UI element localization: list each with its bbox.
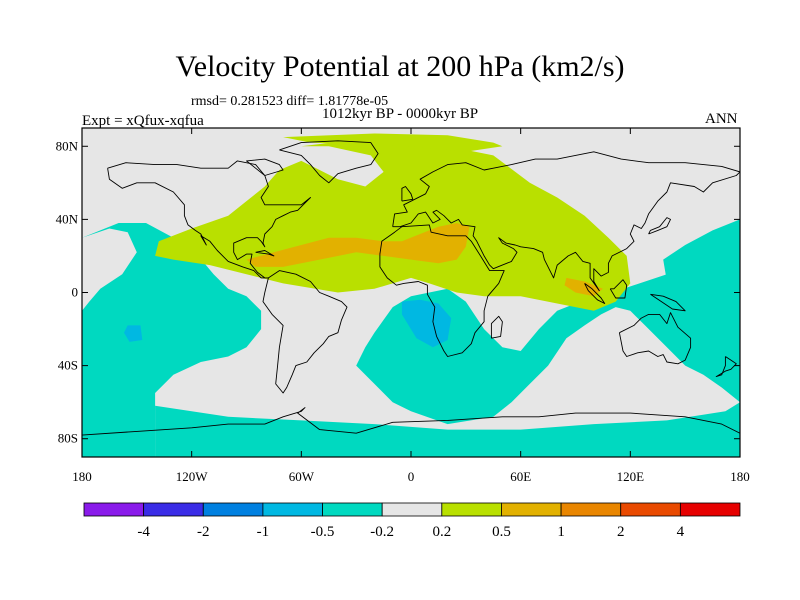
contour-region-blue-pacific-spot — [124, 325, 143, 342]
colorbar-box — [143, 502, 204, 517]
axis-ticks: 80N 40N 0 40S 80S 180 120W 60W 0 60E 120E 180 — [56, 128, 750, 484]
colorbar-label: 1 — [557, 524, 565, 540]
coastline-eurasia — [392, 151, 740, 292]
colorbar-box — [560, 502, 622, 517]
colorbar-label: -1 — [257, 524, 270, 540]
colorbar-box — [83, 502, 145, 517]
colorbar-box — [262, 502, 323, 517]
coastline-layer — [82, 140, 740, 436]
colorbar-label: -2 — [197, 524, 210, 540]
colorbar-label: 2 — [617, 524, 625, 540]
coastline-south-america — [262, 270, 348, 394]
lon-tick-label: 0 — [408, 469, 415, 484]
colorbar: -4 -2 -1 -0.5 -0.2 0.2 0.5 1 2 4 — [83, 502, 741, 540]
contour-fill-layer — [82, 133, 740, 457]
contour-region-teal-pacific-south — [82, 223, 262, 457]
colorbar-label: 4 — [677, 524, 685, 540]
coastline-cuba — [255, 250, 275, 257]
contour-region-orange-maritime — [564, 277, 603, 297]
experiment-label: Expt = xQfux-xqfua — [82, 113, 204, 129]
coastline-baffin-island — [246, 158, 284, 176]
coastline-sumatra — [584, 283, 606, 304]
coastline-madagascar — [490, 315, 503, 339]
coastline-greenland — [279, 140, 379, 184]
contour-region-blue-south-africa — [401, 299, 452, 348]
colorbar-box — [322, 502, 383, 517]
colorbar-box — [501, 502, 562, 517]
coastline-north-america — [107, 160, 311, 279]
lon-tick-label: 120E — [617, 469, 645, 484]
colorbar-label: -0.5 — [311, 524, 335, 540]
period-label: 1012kyr BP - 0000kyr BP — [321, 106, 479, 122]
lon-tick-label: 120W — [176, 469, 209, 484]
colorbar-box — [679, 502, 741, 517]
coastline-africa — [379, 224, 505, 357]
lon-tick-label: 180 — [730, 469, 750, 484]
contour-region-orange-atlantic-band — [246, 223, 470, 267]
contour-region-lime-north-cap — [283, 133, 503, 152]
coastline-new-zealand — [715, 356, 737, 378]
coastline-borneo — [609, 279, 628, 299]
lon-tick-label: 60E — [510, 469, 531, 484]
coastline-australia — [618, 312, 692, 365]
colorbar-box — [441, 502, 502, 517]
lat-tick-label: 80S — [58, 431, 78, 446]
colorbar-box — [202, 502, 264, 517]
contour-region-teal-south-atlantic — [155, 234, 740, 457]
colorbar-box — [620, 502, 681, 517]
stats-line: rmsd= 0.281523 diff= 1.81778e-05 — [191, 94, 389, 109]
map-title: Velocity Potential at 200 hPa (km2/s) — [175, 50, 625, 83]
lat-tick-label: 0 — [72, 285, 79, 300]
lat-tick-label: 40S — [58, 358, 78, 373]
coastline-great-britain — [401, 186, 414, 202]
lat-tick-label: 80N — [56, 138, 79, 153]
coastline-new-guinea — [650, 293, 686, 312]
coastline-antarctica — [82, 407, 740, 436]
map-panel: 80N 40N 0 40S 80S 180 120W 60W 0 60E 120E 180 — [56, 127, 750, 484]
lon-tick-label: 180 — [72, 469, 92, 484]
colorbar-label: -0.2 — [370, 524, 394, 540]
colorbar-box — [381, 502, 443, 517]
colorbar-label: -4 — [137, 524, 150, 540]
season-label: ANN — [705, 111, 738, 127]
colorbar-label: 0.5 — [492, 524, 511, 540]
colorbar-label: 0.2 — [432, 524, 451, 540]
contour-region-teal-west-pacific — [663, 219, 740, 304]
lon-tick-label: 60W — [289, 469, 315, 484]
lat-tick-label: 40N — [56, 211, 79, 226]
coastline-japan — [648, 217, 671, 235]
